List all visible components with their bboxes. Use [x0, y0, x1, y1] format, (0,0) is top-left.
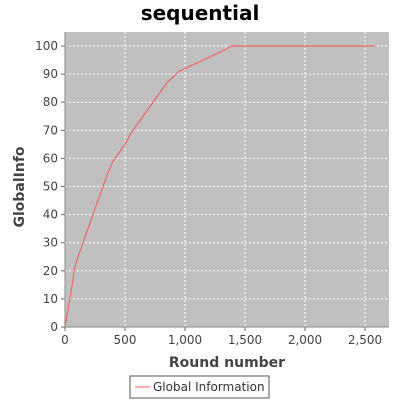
x-tick-label: 1,500: [228, 333, 262, 347]
y-tick-label: 40: [43, 208, 58, 222]
y-tick-label: 80: [43, 95, 58, 109]
y-tick-label: 60: [43, 151, 58, 165]
legend-box: [129, 375, 270, 399]
y-tick-label: 50: [43, 180, 58, 194]
y-tick-label: 100: [35, 39, 58, 53]
chart-title: sequential: [141, 1, 260, 25]
x-tick-label: 2,000: [288, 333, 322, 347]
y-tick-label: 30: [43, 236, 58, 250]
series-line-global-information: [64, 45, 375, 328]
y-tick-label: 10: [43, 292, 58, 306]
y-tick-label: 90: [43, 67, 58, 81]
x-tick-label: 2,500: [348, 333, 382, 347]
x-tick-label: 500: [114, 333, 137, 347]
legend: Global Information: [129, 375, 270, 399]
x-tick-label: 1,000: [168, 333, 202, 347]
y-tick-label: 70: [43, 123, 58, 137]
y-tick-label: 20: [43, 264, 58, 278]
axes: [61, 32, 389, 331]
x-axis-label: Round number: [169, 355, 285, 371]
y-tick-label: 0: [50, 320, 58, 334]
plot-area: [65, 32, 389, 327]
x-tick-label: 0: [61, 333, 69, 347]
series-layer: [64, 45, 375, 328]
y-axis-label: GlobalInfo: [12, 146, 28, 227]
tick-labels: 0 10 20 30 40 50 60 70 80 90 100 0 500 1,000 1,500 2,00…: [35, 39, 382, 347]
legend-label-global-information: Global Information: [153, 380, 265, 394]
